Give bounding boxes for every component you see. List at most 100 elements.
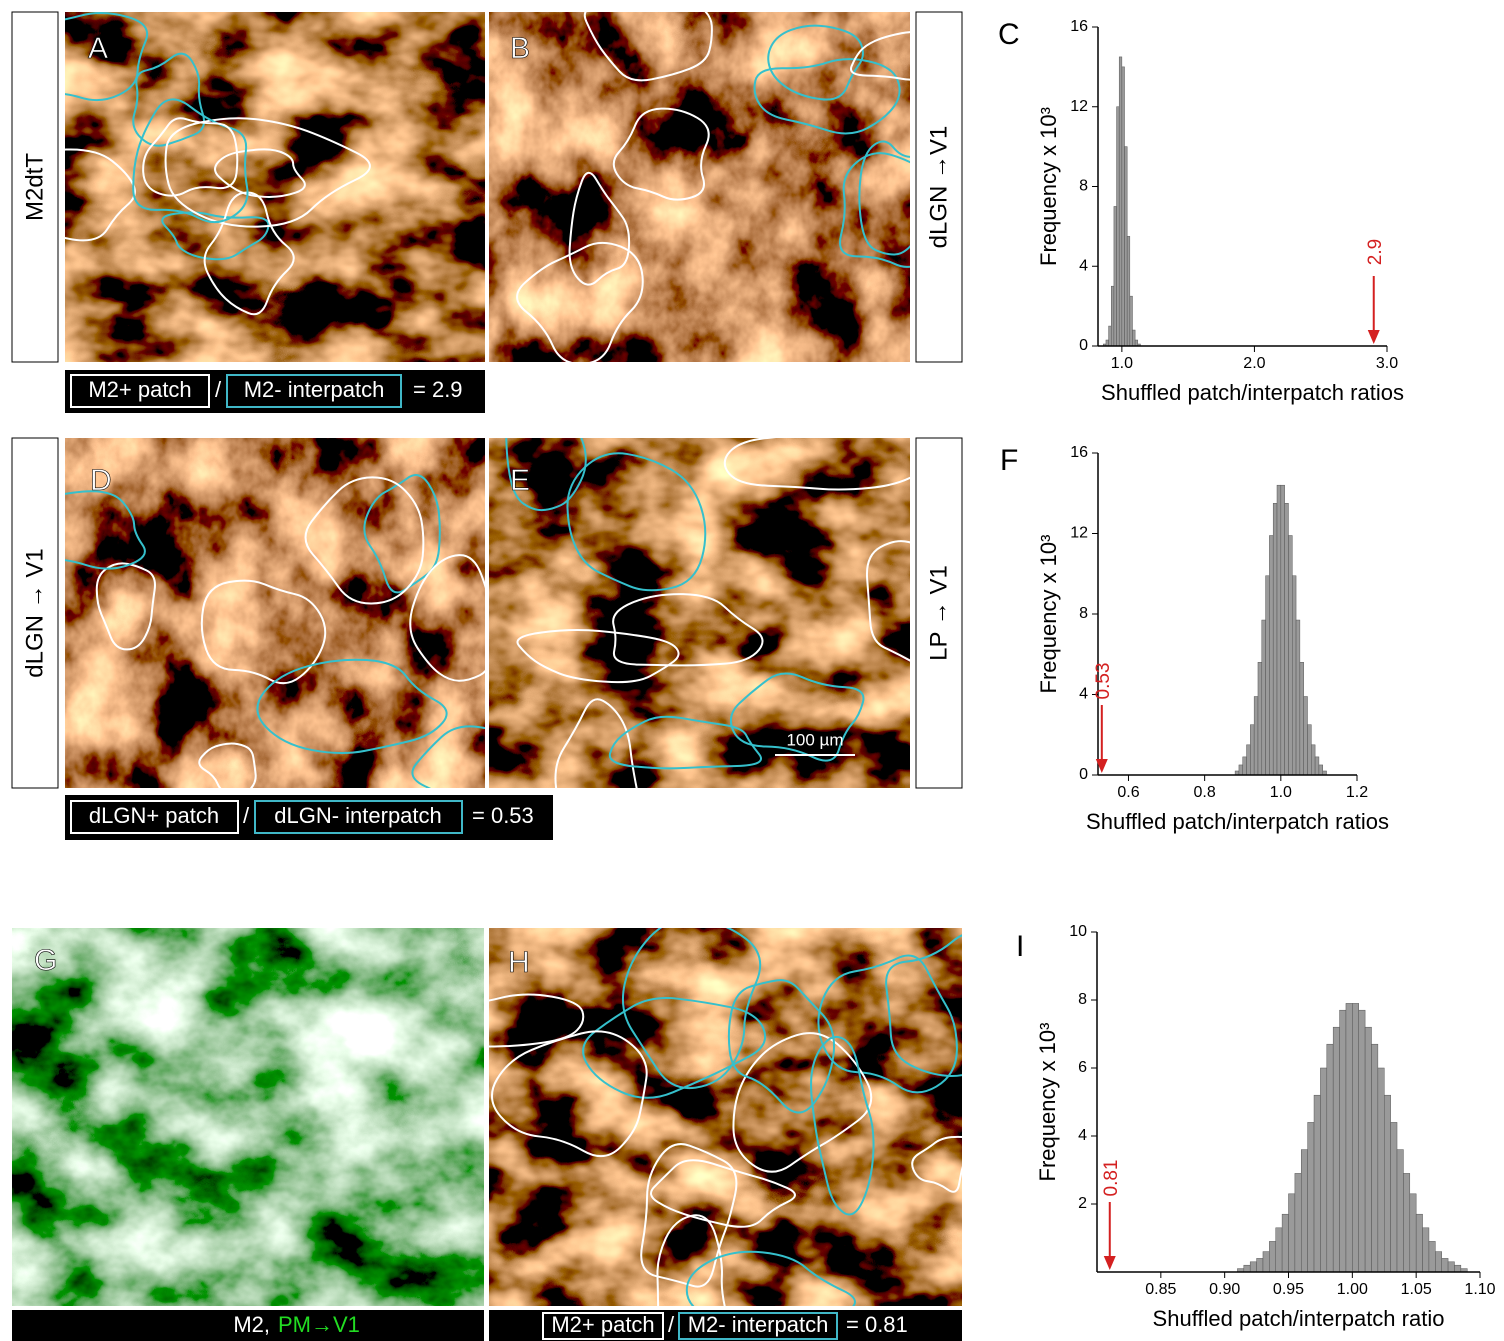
arrow-label: 0.53 — [1093, 663, 1114, 700]
y-axis-title: Frequency x 10³ — [1036, 535, 1061, 694]
contour — [304, 476, 425, 605]
bar — [1307, 1122, 1315, 1273]
contour — [516, 629, 680, 684]
contour — [612, 593, 764, 667]
side-box — [915, 437, 963, 789]
x-tick-label: 2.0 — [1243, 355, 1265, 372]
bar — [1269, 535, 1274, 776]
caption-text: = 2.9 — [413, 377, 463, 402]
y-tick-label: 12 — [1070, 98, 1088, 115]
caption-text: / — [215, 377, 222, 402]
caption-text: M2+ patch — [551, 1312, 654, 1337]
bar — [1377, 1067, 1385, 1273]
contour — [753, 58, 901, 135]
y-axis-title: Frequency x 10³ — [1036, 107, 1061, 266]
bar — [1280, 484, 1285, 776]
contour — [865, 540, 910, 662]
contours — [65, 12, 962, 1306]
bar — [1294, 1173, 1302, 1273]
contour — [608, 715, 762, 770]
interpatch-box — [254, 800, 463, 834]
panel-label: H — [508, 946, 530, 979]
bar — [1113, 206, 1117, 347]
bar — [1311, 744, 1316, 776]
micrograph-d — [65, 438, 485, 788]
contour — [164, 117, 371, 228]
y-tick-label: 6 — [1078, 1059, 1087, 1076]
interpatch-box — [678, 1312, 838, 1340]
contour — [858, 140, 910, 256]
bar — [1345, 1003, 1353, 1273]
bar — [1320, 1067, 1328, 1273]
y-tick-label: 8 — [1078, 991, 1087, 1008]
side-label: M2dtT — [21, 153, 48, 221]
bar — [1111, 285, 1115, 347]
contour — [65, 490, 146, 570]
y-tick-label: 4 — [1079, 257, 1088, 274]
bar — [1422, 1227, 1430, 1273]
contour — [810, 1035, 875, 1216]
bar — [1243, 1264, 1251, 1273]
x-tick-label: 1.0 — [1270, 784, 1292, 801]
contour-group — [65, 474, 485, 788]
caption-text: / — [668, 1312, 675, 1337]
contour — [685, 1250, 856, 1306]
contour — [767, 24, 864, 101]
arrow-head — [1095, 759, 1108, 773]
contour — [732, 1032, 873, 1173]
contour — [203, 191, 295, 316]
x-tick-label: 0.8 — [1194, 784, 1216, 801]
panel-label: E — [510, 464, 530, 497]
arrow-head — [1367, 330, 1380, 344]
panel-label: D — [90, 464, 112, 497]
bar — [1275, 1227, 1283, 1273]
bar — [1396, 1149, 1404, 1273]
side-label: dLGN →V1 — [925, 126, 952, 249]
bar — [1250, 724, 1255, 776]
x-tick-label: 1.00 — [1337, 1281, 1368, 1298]
bar — [1249, 1261, 1257, 1273]
contour — [656, 1214, 726, 1306]
bar — [1384, 1094, 1391, 1273]
bar — [1288, 535, 1293, 776]
caption-text: / — [243, 803, 250, 828]
caption-text: M2- interpatch — [688, 1312, 829, 1337]
bar — [1358, 1009, 1366, 1273]
bar — [1253, 696, 1259, 776]
x-axis-title: Shuffled patch/interpatch ratios — [1086, 809, 1389, 834]
caption-text: dLGN- interpatch — [274, 803, 442, 828]
bar — [1134, 339, 1139, 347]
contour — [409, 554, 485, 682]
arrow-label: 0.81 — [1101, 1160, 1122, 1197]
patch-box — [70, 374, 210, 408]
bar — [1276, 484, 1282, 776]
contour — [839, 152, 910, 268]
bar — [1121, 66, 1125, 347]
bar — [1124, 146, 1128, 347]
y-tick-label: 0 — [1079, 766, 1088, 783]
bar — [1269, 1241, 1276, 1273]
x-tick-label: 1.0 — [1111, 355, 1133, 372]
contour — [650, 1159, 796, 1228]
bar — [1262, 1251, 1270, 1273]
bar — [1428, 1241, 1436, 1273]
y-axis-title: Frequency x 10³ — [1035, 1023, 1060, 1182]
micrograph-h — [489, 928, 962, 1306]
contour — [65, 148, 136, 242]
bar — [1364, 1026, 1372, 1273]
y-tick-label: 0 — [1079, 337, 1088, 354]
caption-text: dLGN+ patch — [89, 803, 219, 828]
y-tick-label: 16 — [1070, 18, 1088, 35]
contour — [583, 12, 713, 82]
contour — [142, 117, 239, 197]
y-tick-label: 4 — [1078, 1127, 1087, 1144]
bar — [1339, 1009, 1347, 1273]
arrow-head — [1103, 1256, 1116, 1270]
caption-text: PM→V1 — [278, 1312, 360, 1337]
x-axis-title: Shuffled patch/interpatch ratios — [1101, 380, 1404, 405]
caption-bar — [12, 1310, 484, 1341]
bar — [1242, 756, 1247, 776]
y-tick-label: 8 — [1079, 178, 1088, 195]
contour — [640, 1143, 738, 1288]
contour — [489, 993, 585, 1048]
